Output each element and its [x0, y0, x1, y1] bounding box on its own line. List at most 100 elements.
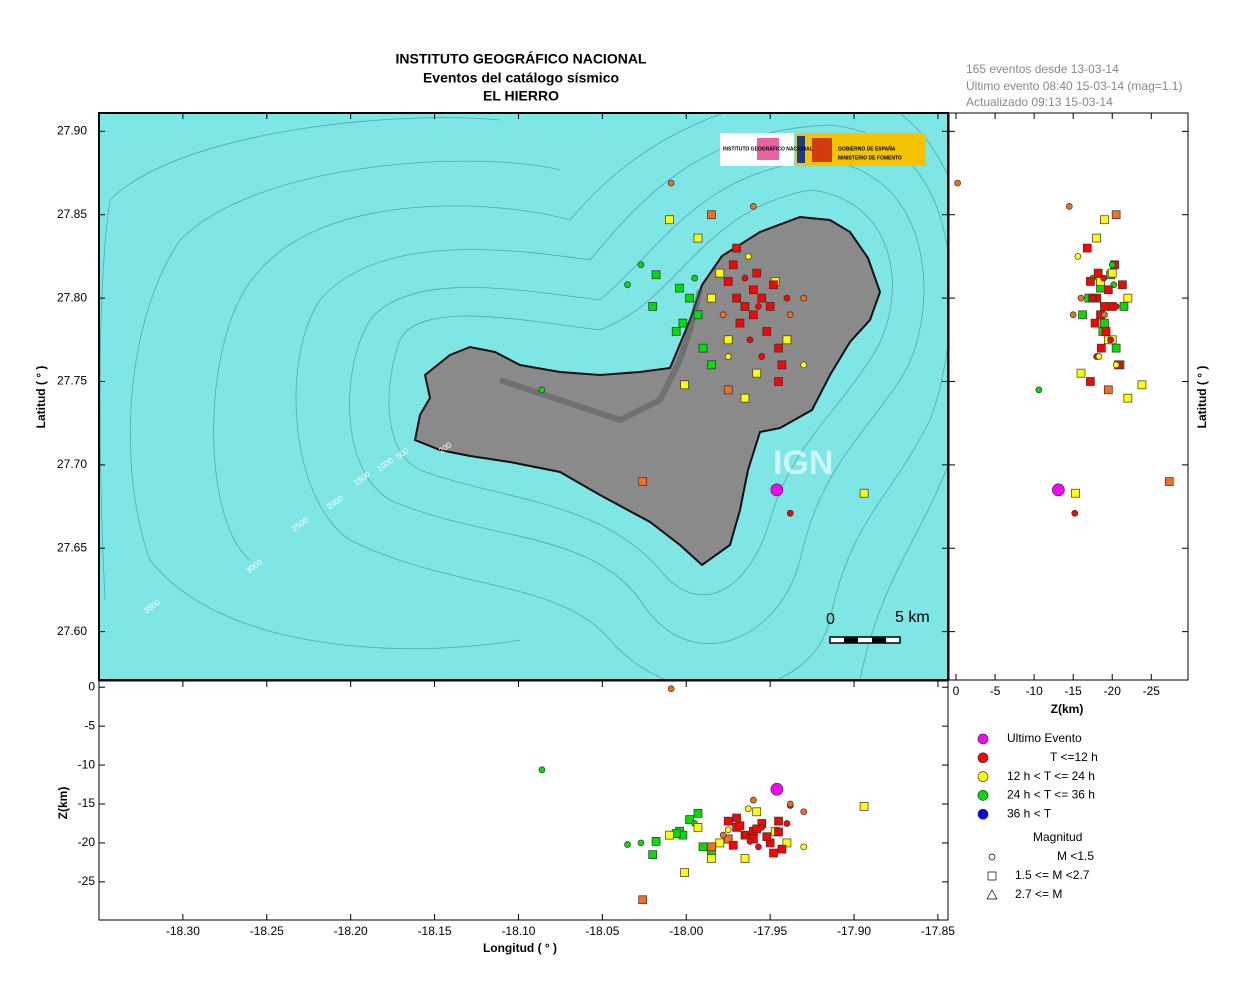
scale-label: 0 [826, 611, 835, 628]
event-square [723, 277, 733, 286]
event-circle [741, 274, 749, 282]
event-circle [750, 796, 757, 804]
event-square [1119, 302, 1129, 311]
x-tick-label: -17.95 [753, 924, 787, 938]
event-square [723, 385, 733, 395]
event-square [665, 830, 674, 840]
event-square [723, 335, 733, 345]
scale-bar-segment [844, 637, 858, 643]
event-circle [667, 685, 675, 693]
legend-label: Ultimo Evento [1007, 731, 1082, 745]
event-square [782, 335, 792, 345]
event-square [1103, 285, 1113, 295]
z-tick-label: -20 [1104, 684, 1122, 698]
event-circle [637, 261, 645, 269]
event-square [762, 327, 772, 336]
z-tick-label: -20 [78, 835, 96, 849]
info: Último evento 08:40 15-03-14 (mag=1.1) [966, 78, 1182, 93]
y-tick-label: 27.65 [57, 540, 87, 554]
x-tick-label: -18.30 [166, 924, 200, 938]
gov-logo-shield [812, 138, 832, 162]
event-square [728, 840, 738, 850]
event-circle [624, 281, 631, 289]
z-tick-label: -15 [1065, 684, 1083, 698]
event-square [769, 848, 778, 858]
z-tick-label: -25 [78, 874, 96, 888]
event-circle [667, 179, 675, 187]
x-tick-label: -18.05 [585, 924, 619, 938]
event-circle [1108, 261, 1116, 269]
event-circle [1077, 294, 1085, 302]
legend-shape [988, 853, 996, 861]
scale-bar [829, 636, 901, 644]
event-square [1092, 233, 1101, 243]
title: INSTITUTO GEOGRÁFICO NACIONAL [396, 51, 647, 67]
z-tick-label: 0 [88, 679, 95, 693]
y-tick-label: 27.90 [57, 124, 87, 138]
event-circle [1074, 253, 1082, 260]
event-square [777, 360, 787, 370]
z-axis-label: Z(km) [56, 787, 70, 820]
event-circle [1089, 294, 1097, 302]
event-square [707, 842, 716, 852]
event-square [1137, 380, 1147, 390]
event-square [777, 844, 787, 854]
event-square [1090, 318, 1100, 328]
event-square [735, 821, 745, 831]
event-last [770, 483, 784, 497]
event-circle [1101, 311, 1108, 319]
event-square [715, 268, 725, 278]
event-circle [786, 311, 794, 319]
event-circle [1095, 353, 1103, 360]
event-square [1086, 277, 1095, 286]
watermark: IGN [773, 444, 833, 482]
event-square [752, 268, 762, 278]
z-axis-label-right: Z(km) [1051, 702, 1084, 716]
z-tick-label: -10 [1025, 684, 1043, 698]
event-last [770, 782, 784, 796]
title: EL HIERRO [483, 88, 559, 104]
event-square [859, 801, 869, 811]
event-square [707, 293, 716, 303]
z-tick-label: -15 [78, 796, 96, 810]
event-square [1100, 318, 1109, 328]
event-square [774, 816, 783, 826]
z-tick-label: -25 [1143, 684, 1161, 698]
legend-label: 36 h < T [1007, 806, 1052, 820]
event-circle [1112, 303, 1120, 310]
x-tick-label: -18.00 [669, 924, 703, 938]
x-tick-label: -17.90 [837, 924, 871, 938]
event-square [1103, 385, 1113, 395]
event-square [638, 477, 647, 486]
event-square [671, 327, 681, 336]
event-square [752, 807, 762, 817]
legend-swatch [977, 808, 989, 820]
event-square [678, 318, 688, 328]
island-ridge [499, 289, 703, 424]
legend-label: 1.5 <= M <2.7 [1015, 868, 1090, 882]
depth-lon-frame [98, 680, 949, 921]
legend-swatch [977, 752, 989, 764]
event-circle [624, 841, 631, 848]
y-axis-label: Latitud ( ° ) [34, 366, 48, 429]
event-square [693, 310, 703, 320]
event-square [859, 488, 869, 498]
legend-swatch [977, 733, 989, 745]
event-square [675, 283, 684, 293]
z-tick-label: -5 [84, 718, 95, 732]
event-circle [719, 311, 727, 319]
map-frame [98, 112, 949, 681]
event-square [774, 343, 783, 353]
legend-label: 12 h < T <= 24 h [1007, 769, 1095, 783]
x-axis-label: Longitud ( ° ) [483, 941, 557, 955]
z-tick-label: -5 [990, 684, 1001, 698]
event-square [651, 837, 661, 846]
logo-text: INSTITUTO GEOGRÁFICO NACIONAL [723, 145, 813, 152]
event-circle [758, 353, 766, 360]
event-circle [724, 353, 732, 360]
x-tick-label: -18.15 [418, 924, 452, 938]
event-square [728, 260, 738, 270]
event-circle [954, 179, 961, 187]
event-square [1076, 368, 1086, 378]
